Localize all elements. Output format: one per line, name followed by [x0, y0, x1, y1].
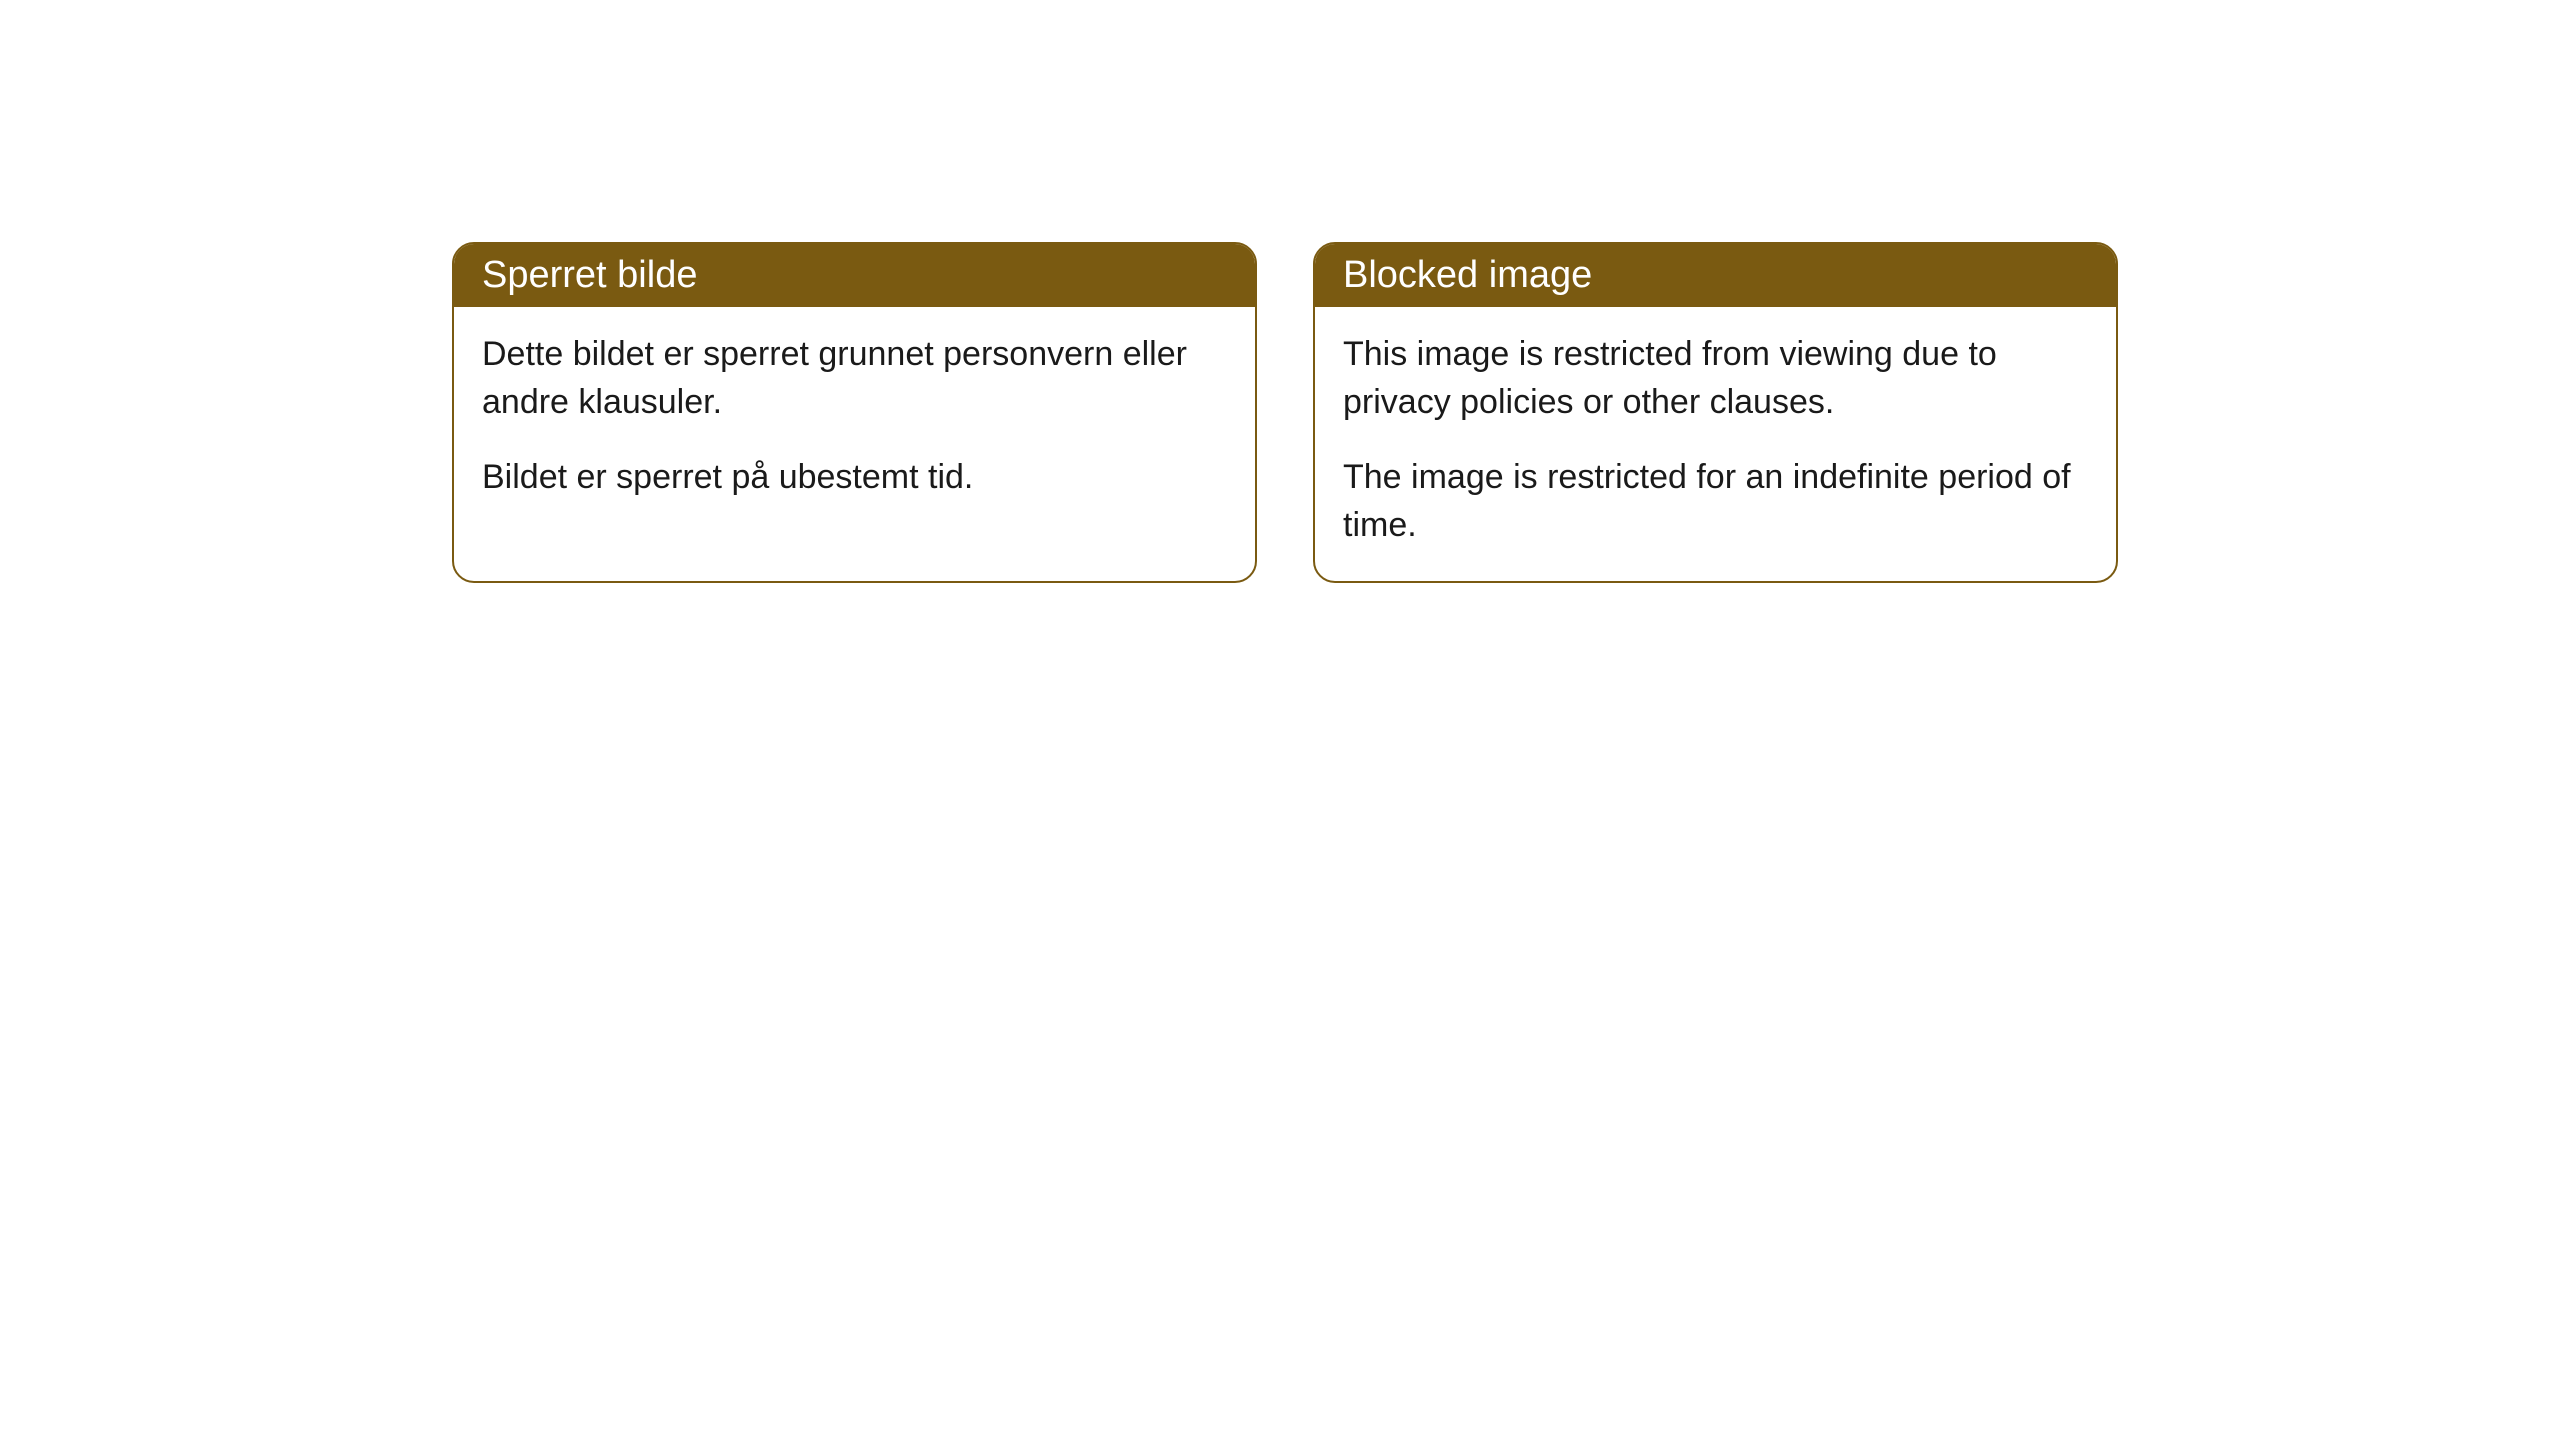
card-header: Blocked image — [1315, 244, 2116, 307]
card-body: Dette bildet er sperret grunnet personve… — [454, 307, 1255, 534]
card-header: Sperret bilde — [454, 244, 1255, 307]
card-paragraph: This image is restricted from viewing du… — [1343, 331, 2088, 426]
card-paragraph: Dette bildet er sperret grunnet personve… — [482, 331, 1227, 426]
blocked-image-card-norwegian: Sperret bilde Dette bildet er sperret gr… — [452, 242, 1257, 583]
blocked-image-card-english: Blocked image This image is restricted f… — [1313, 242, 2118, 583]
card-title: Blocked image — [1343, 254, 1592, 296]
card-paragraph: Bildet er sperret på ubestemt tid. — [482, 454, 1227, 502]
card-title: Sperret bilde — [482, 254, 697, 296]
notice-container: Sperret bilde Dette bildet er sperret gr… — [0, 0, 2560, 583]
card-body: This image is restricted from viewing du… — [1315, 307, 2116, 581]
card-paragraph: The image is restricted for an indefinit… — [1343, 454, 2088, 549]
